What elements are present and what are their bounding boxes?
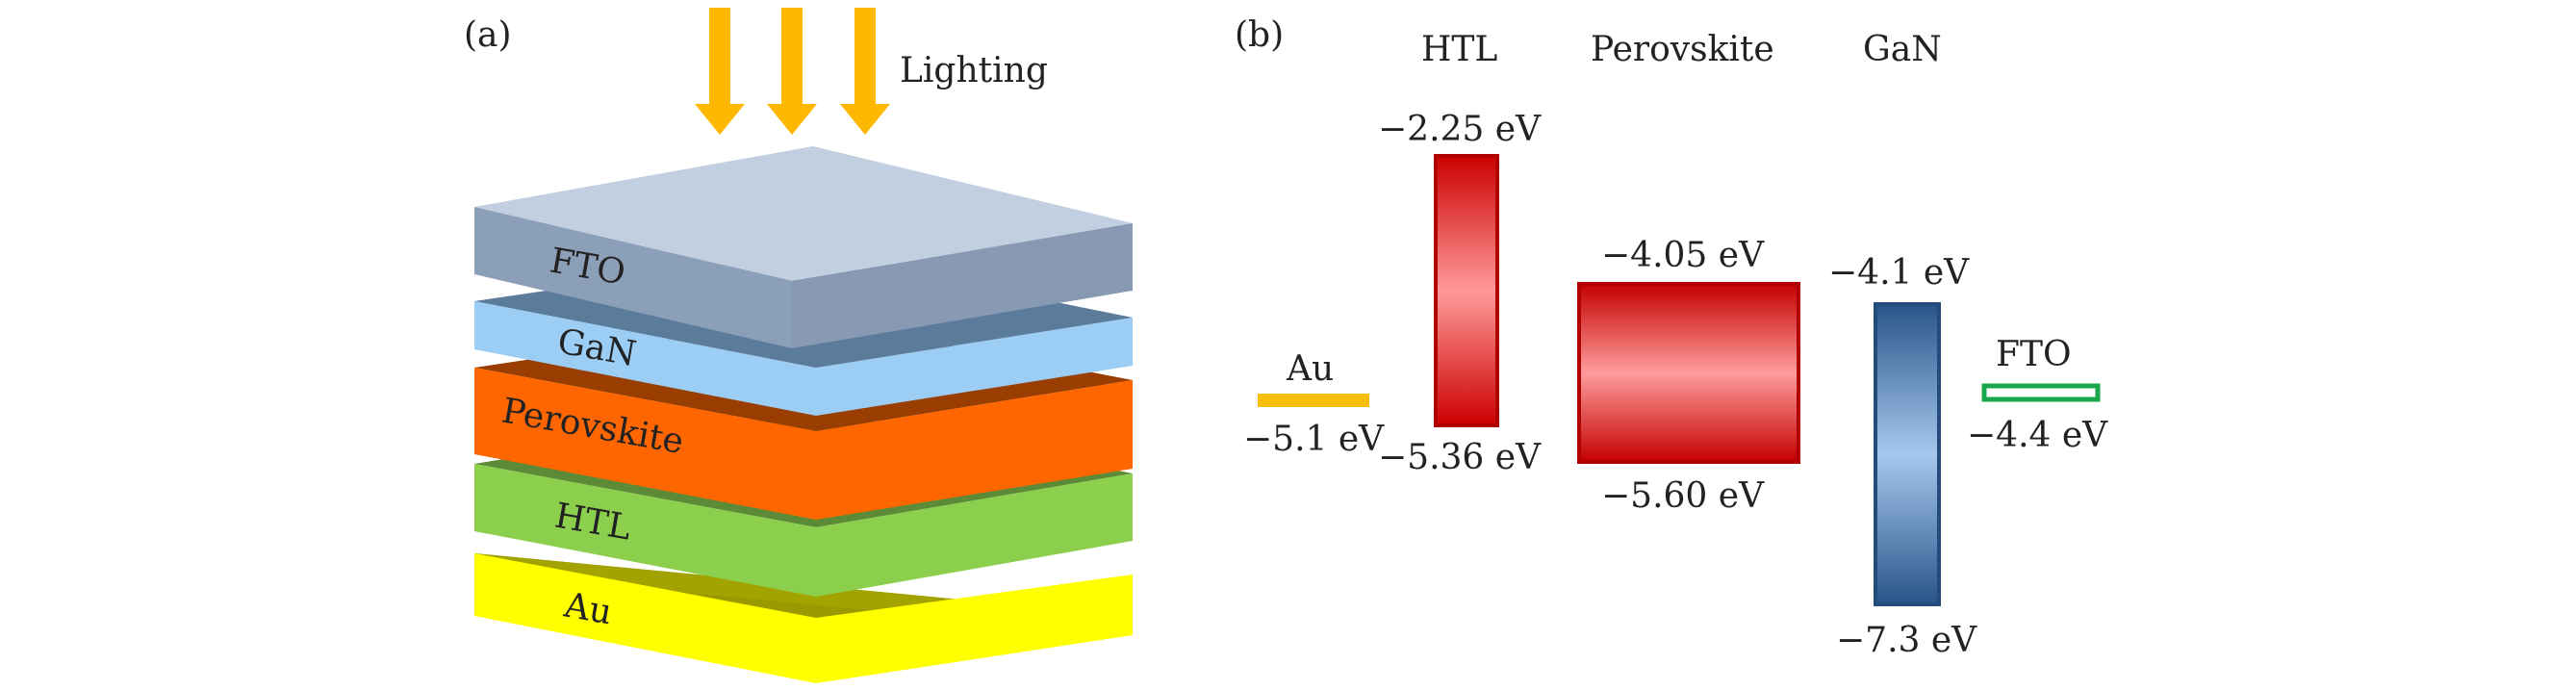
- gan-band-bar: [1874, 302, 1941, 606]
- au-label: Au: [1286, 349, 1334, 389]
- htl-top-value: −2.25 eV: [1378, 110, 1542, 149]
- panel-a: (a) Lighting Au: [464, 8, 1133, 683]
- lighting-arrow-icon: [695, 8, 745, 135]
- layer-au: Au: [474, 553, 1133, 683]
- lighting-label: Lighting: [900, 51, 1048, 90]
- panel-b-label: (b): [1235, 15, 1284, 55]
- header-htl: HTL: [1421, 30, 1497, 69]
- perovskite-bottom-value: −5.60 eV: [1601, 476, 1765, 516]
- htl-band-bar: [1434, 154, 1499, 427]
- gan-bottom-value: −7.3 eV: [1836, 621, 1977, 660]
- au-level-bar: [1258, 394, 1369, 407]
- fto-level-value: −4.4 eV: [1967, 416, 2108, 455]
- fto-level-bar: [1981, 383, 2101, 402]
- fto-label: FTO: [1996, 335, 2072, 374]
- panel-a-label: (a): [464, 15, 512, 55]
- lighting-arrows: [695, 8, 890, 135]
- perovskite-band-bar: [1577, 282, 1800, 464]
- lighting-arrow-icon: [767, 8, 817, 135]
- lighting-arrow-icon: [840, 8, 890, 135]
- gan-top-value: −4.1 eV: [1828, 253, 1970, 293]
- panel-b: (b) HTL Perovskite GaN Au −5.1 eV −2.25 …: [1235, 15, 2108, 660]
- header-gan: GaN: [1863, 30, 1942, 69]
- htl-bottom-value: −5.36 eV: [1378, 438, 1542, 477]
- header-perovskite: Perovskite: [1591, 30, 1774, 69]
- layer-fto: FTO: [474, 146, 1133, 348]
- layer-label-au: Au: [560, 585, 615, 632]
- perovskite-top-value: −4.05 eV: [1601, 236, 1765, 275]
- au-level-value: −5.1 eV: [1243, 420, 1385, 459]
